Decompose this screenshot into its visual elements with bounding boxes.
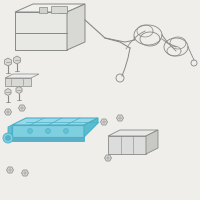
Polygon shape bbox=[4, 109, 12, 115]
Polygon shape bbox=[51, 6, 67, 13]
Polygon shape bbox=[5, 88, 11, 96]
Polygon shape bbox=[12, 137, 84, 141]
Polygon shape bbox=[22, 170, 29, 176]
Polygon shape bbox=[5, 74, 39, 78]
Circle shape bbox=[64, 129, 68, 134]
Polygon shape bbox=[6, 167, 14, 173]
Polygon shape bbox=[12, 125, 84, 137]
Polygon shape bbox=[67, 4, 85, 50]
Polygon shape bbox=[8, 125, 12, 139]
Polygon shape bbox=[16, 86, 22, 94]
Polygon shape bbox=[5, 58, 11, 66]
Polygon shape bbox=[84, 118, 98, 137]
Circle shape bbox=[46, 129, 50, 134]
Polygon shape bbox=[14, 56, 20, 64]
Polygon shape bbox=[108, 130, 158, 136]
Polygon shape bbox=[12, 118, 98, 125]
Polygon shape bbox=[15, 12, 67, 50]
Circle shape bbox=[6, 136, 10, 140]
Circle shape bbox=[28, 129, 32, 134]
Polygon shape bbox=[39, 7, 47, 13]
Polygon shape bbox=[108, 136, 146, 154]
Polygon shape bbox=[146, 130, 158, 154]
Polygon shape bbox=[101, 119, 108, 125]
Polygon shape bbox=[15, 4, 85, 12]
Circle shape bbox=[3, 133, 13, 143]
Polygon shape bbox=[59, 7, 67, 13]
Polygon shape bbox=[104, 155, 112, 161]
Polygon shape bbox=[18, 105, 26, 111]
Polygon shape bbox=[5, 78, 31, 86]
Polygon shape bbox=[116, 115, 124, 121]
